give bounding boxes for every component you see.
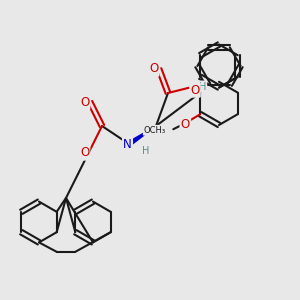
- Text: O: O: [80, 95, 89, 109]
- Text: O: O: [149, 62, 158, 76]
- Text: OCH₃: OCH₃: [144, 126, 166, 135]
- Text: H: H: [142, 146, 149, 156]
- Text: H: H: [199, 82, 206, 92]
- Text: O: O: [181, 118, 190, 131]
- Text: O: O: [80, 146, 89, 160]
- Polygon shape: [128, 126, 156, 146]
- Text: O: O: [190, 83, 200, 97]
- Text: N: N: [123, 137, 132, 151]
